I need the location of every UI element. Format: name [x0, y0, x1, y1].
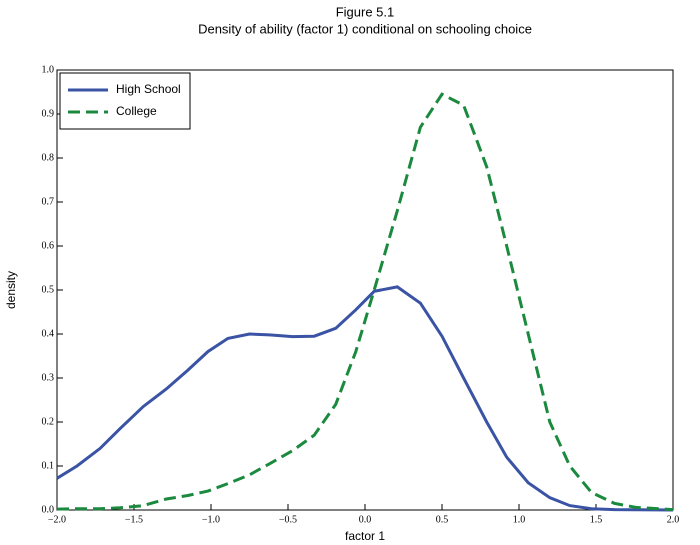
series-line [56, 285, 674, 512]
x-axis-label: factor 1 [345, 529, 385, 543]
y-tick-label: 0.3 [42, 372, 55, 383]
y-tick-label: 0.9 [42, 108, 55, 119]
x-tick-label: −2.0 [48, 514, 66, 525]
y-tick-label: 1.0 [42, 64, 55, 75]
chart-subtitle: Density of ability (factor 1) conditiona… [198, 21, 532, 36]
legend-box [59, 72, 191, 130]
legend-label: College [116, 104, 157, 118]
legend-label: High School [116, 82, 181, 96]
y-tick-label: 0.6 [42, 240, 55, 251]
y-axis-label: density [4, 271, 18, 309]
x-tick-label: 2.0 [667, 514, 680, 525]
y-tick-label: 0.8 [42, 152, 55, 163]
y-tick-label: 0.7 [42, 196, 55, 207]
chart-title: Figure 5.1 [336, 4, 395, 19]
y-tick-label: 0.0 [42, 504, 55, 515]
x-tick-label: −1.5 [125, 514, 143, 525]
series-line [56, 92, 674, 512]
x-tick-label: −0.5 [279, 514, 297, 525]
plot-frame [56, 69, 674, 511]
y-tick-label: 0.2 [42, 416, 55, 427]
x-tick-label: 0.5 [436, 514, 449, 525]
y-tick-label: 0.1 [42, 460, 55, 471]
y-tick-label: 0.4 [42, 328, 55, 339]
x-tick-label: 0.0 [359, 514, 372, 525]
x-tick-label: 1.5 [590, 514, 603, 525]
x-tick-label: 1.0 [513, 514, 526, 525]
y-tick-label: 0.5 [42, 284, 55, 295]
x-tick-label: −1.0 [202, 514, 220, 525]
